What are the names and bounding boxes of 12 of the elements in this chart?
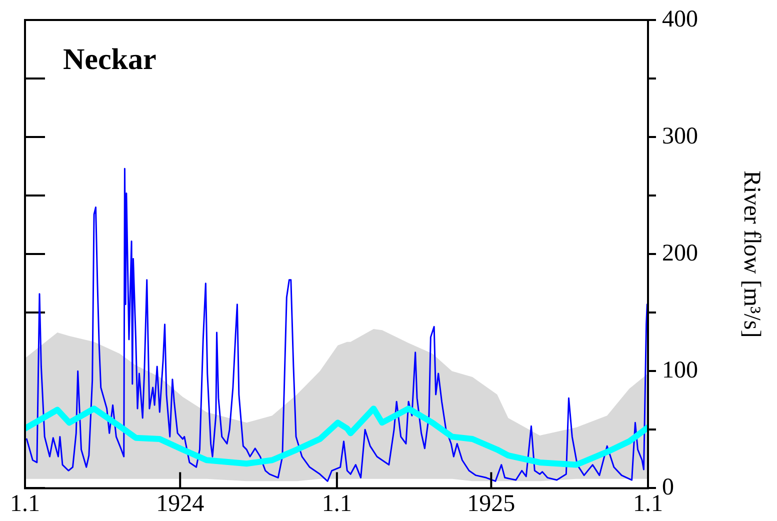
x-tick-label: 1924 <box>156 490 204 517</box>
x-tick-label: 1925 <box>467 490 516 517</box>
y-tick-label: 100 <box>662 357 698 384</box>
x-tick-label: 1.1 <box>10 490 40 517</box>
y-tick-label: 200 <box>662 240 698 266</box>
y-axis-title: River flow [m³/s] <box>738 170 764 338</box>
x-tick-label: 1.1 <box>322 490 352 517</box>
y-tick-label: 0 <box>662 474 674 500</box>
y-tick-label: 400 <box>662 6 698 32</box>
x-tick-label: 1.1 <box>633 490 663 517</box>
text: Neckar <box>63 42 156 76</box>
y-tick-label: 300 <box>662 123 698 150</box>
